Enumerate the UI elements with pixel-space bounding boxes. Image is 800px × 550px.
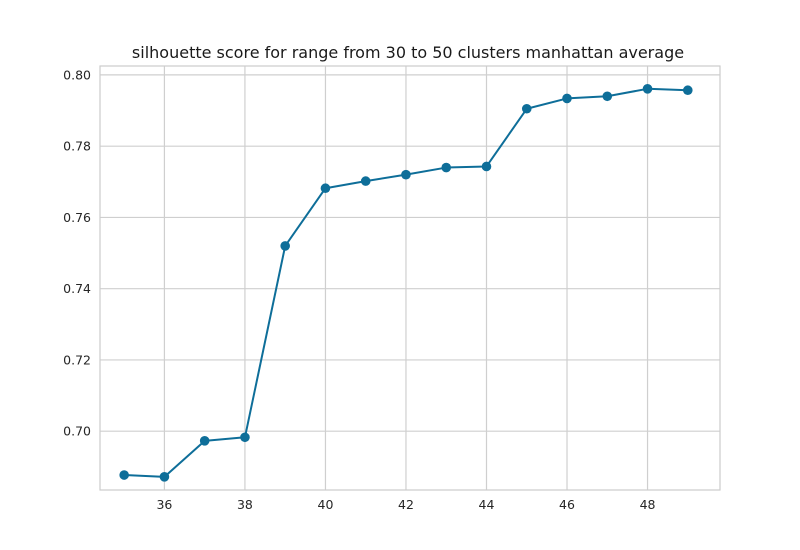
x-tick-label: 44 [479,497,495,512]
chart-title: silhouette score for range from 30 to 50… [132,43,684,62]
x-tick-label: 40 [318,497,334,512]
data-point [360,176,371,186]
data-point [481,161,492,172]
y-tick-label: 0.74 [63,281,91,296]
data-point [642,84,653,94]
y-tick-label: 0.76 [63,210,91,225]
data-point [682,85,693,96]
data-point [199,436,210,446]
y-tick-label: 0.78 [63,139,91,154]
y-tick-label: 0.72 [63,352,91,367]
plot-frame [99,65,721,491]
y-tick-label: 0.70 [63,424,91,439]
tick-labels: 36 38 40 42 44 46 48 0.70 0.72 0.74 0.76 0.78 0.80 [63,67,655,512]
x-tick-label: 42 [398,497,414,512]
x-tick-label: 46 [559,497,575,512]
data-point [562,93,572,104]
grid-lines [100,66,720,490]
series-layer [119,84,693,482]
data-point [521,103,532,114]
x-tick-label: 48 [640,497,656,512]
data-point [602,91,613,102]
data-point [159,472,170,482]
data-point [240,432,250,443]
x-tick-label: 38 [237,497,253,512]
data-point [401,169,411,180]
data-point [280,241,290,251]
x-tick-label: 36 [156,497,172,512]
data-point [441,162,452,173]
y-tick-label: 0.80 [63,67,91,82]
data-point [320,183,331,194]
data-point [119,470,129,480]
